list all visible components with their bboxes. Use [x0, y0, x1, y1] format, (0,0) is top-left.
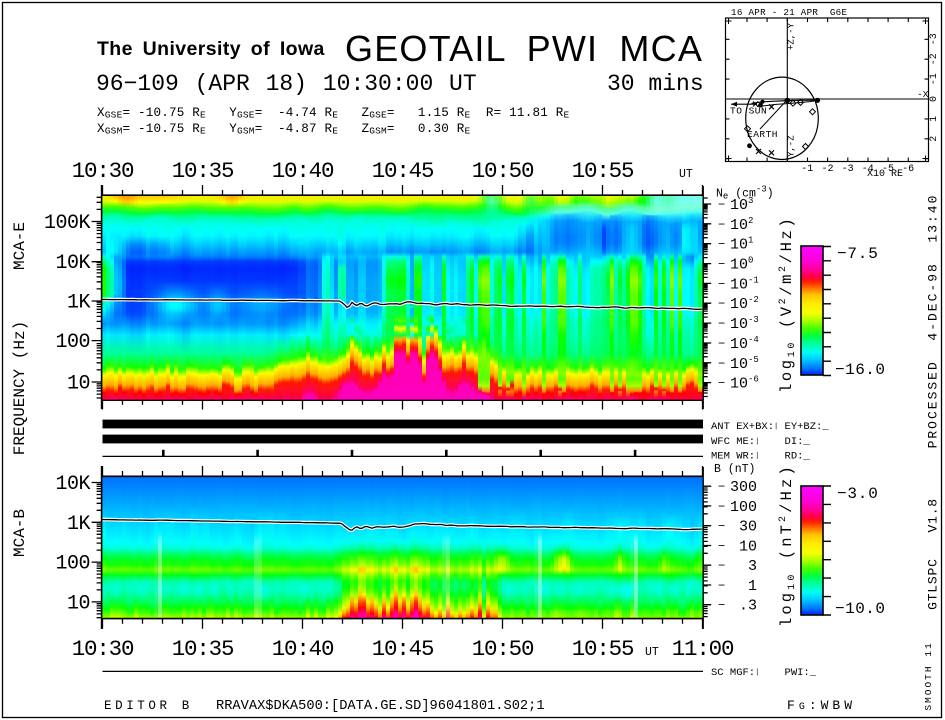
svg-text:96−109 (APR 18) 10:30:00 UT: 96−109 (APR 18) 10:30:00 UT	[96, 71, 477, 97]
svg-text:X10 RE: X10 RE	[867, 169, 903, 180]
svg-text:300: 300	[730, 479, 757, 496]
svg-text:B (nT): B (nT)	[714, 463, 755, 476]
svg-text:103: 103	[730, 196, 753, 214]
svg-text:−: −	[718, 357, 725, 371]
svg-text:-1: -1	[929, 73, 940, 85]
svg-text:10:55: 10:55	[572, 158, 634, 184]
svg-text:MEM WR:| RD:_: MEM WR:| RD:_	[711, 451, 810, 463]
svg-text:.3: .3	[739, 598, 757, 615]
svg-text:XGSE​= -10.75 RE​ YGSE​= -4: XGSE​= -10.75 RE​ YGSE​= -4.74 RE​ ZGSE​…	[97, 106, 569, 121]
svg-text:−: −	[718, 277, 725, 291]
svg-text:16 APR - 21 APR G6E: 16 APR - 21 APR G6E	[731, 7, 847, 18]
svg-text:XGSM​= -10.75 RE​ YGSM​= -4: XGSM​= -10.75 RE​ YGSM​= -4.87 RE​ ZGSM​…	[97, 122, 470, 137]
svg-text:10:40: 10:40	[272, 158, 334, 184]
svg-text:−: −	[718, 500, 725, 514]
svg-text:EDITOR B: EDITOR B	[104, 699, 193, 713]
svg-text:10:30: 10:30	[72, 636, 134, 662]
svg-text:−: −	[718, 520, 725, 534]
svg-text:−: −	[718, 258, 725, 272]
svg-text:TO SUN: TO SUN	[730, 106, 767, 117]
svg-text:MCA-E: MCA-E	[11, 222, 29, 270]
svg-text:10:40: 10:40	[272, 636, 334, 662]
svg-text:10:55: 10:55	[572, 636, 634, 662]
svg-text:10:35: 10:35	[172, 158, 234, 184]
svg-text:-3: -3	[842, 164, 854, 175]
svg-text:10: 10	[67, 592, 90, 615]
svg-text:100: 100	[55, 553, 90, 576]
svg-text:-6: -6	[902, 164, 914, 175]
svg-text:SMOOTH 11: SMOOTH 11	[923, 641, 934, 710]
svg-text:30 mins: 30 mins	[607, 71, 704, 97]
svg-text:-5: -5	[882, 164, 894, 175]
svg-text:ANT EX+BX:| EY+BZ:_: ANT EX+BX:| EY+BZ:_	[711, 421, 829, 433]
svg-text:102: 102	[730, 216, 753, 234]
svg-text:-3: -3	[929, 33, 940, 45]
svg-text:−16.0: −16.0	[835, 361, 886, 379]
svg-text:GEOTAIL PWI MCA: GEOTAIL PWI MCA	[345, 28, 703, 69]
svg-text:10:45: 10:45	[372, 636, 434, 662]
svg-text:GTLSPC V1.8: GTLSPC V1.8	[926, 498, 941, 610]
svg-text:10:35: 10:35	[172, 636, 234, 662]
svg-text:MCA-B: MCA-B	[11, 509, 29, 557]
svg-text:10K: 10K	[55, 252, 90, 275]
svg-text:10:50: 10:50	[472, 158, 534, 184]
svg-text:EARTH: EARTH	[747, 129, 778, 140]
svg-text:11:00: 11:00	[672, 636, 734, 662]
svg-text:log10​ (nT2​/Hz): log10​ (nT2​/Hz)	[778, 463, 798, 627]
svg-text:101: 101	[730, 236, 753, 254]
svg-text:SC MGF:| PWI:_: SC MGF:| PWI:_	[711, 667, 817, 679]
svg-text:100: 100	[55, 331, 90, 354]
svg-text:The University of Iowa: The University of Iowa	[97, 38, 325, 60]
svg-text:1K: 1K	[67, 513, 91, 536]
svg-text:−: −	[718, 198, 725, 212]
svg-text:UT: UT	[645, 646, 659, 659]
svg-text:10: 10	[739, 539, 757, 556]
svg-text:−: −	[718, 480, 725, 494]
svg-text:−10.0: −10.0	[835, 600, 886, 618]
svg-text:1: 1	[929, 116, 940, 122]
svg-text:−3.0: −3.0	[837, 485, 879, 503]
svg-text:−: −	[718, 540, 725, 554]
svg-text:−: −	[718, 599, 725, 613]
svg-text:FG:WBW: FG:WBW	[787, 698, 856, 713]
svg-text:PROCESSED 4-DEC-98 13:40: PROCESSED 4-DEC-98 13:40	[926, 194, 941, 449]
svg-text:3: 3	[748, 558, 757, 575]
svg-text:1K: 1K	[67, 292, 91, 315]
svg-text:−: −	[718, 238, 725, 252]
svg-text:−: −	[718, 579, 725, 593]
svg-text:10K: 10K	[55, 473, 90, 496]
svg-text:Y,-Z: Y,-Z	[787, 135, 797, 157]
svg-text:-X: -X	[917, 89, 929, 100]
svg-text:100K: 100K	[44, 212, 91, 235]
svg-text:−: −	[718, 218, 725, 232]
svg-text:−7.5: −7.5	[837, 245, 879, 263]
svg-text:2: 2	[929, 136, 940, 142]
svg-text:-2: -2	[929, 53, 940, 65]
svg-text:100: 100	[730, 256, 753, 274]
svg-text:RRAVAX$DKA500:[DATA.GE.SD]9604: RRAVAX$DKA500:[DATA.GE.SD]96041801.S02;1	[216, 699, 545, 714]
svg-text:FREQUENCY (Hz): FREQUENCY (Hz)	[11, 321, 29, 455]
svg-text:−: −	[718, 297, 725, 311]
svg-text:1: 1	[748, 578, 757, 595]
svg-text:30: 30	[739, 519, 757, 536]
svg-text:-2: -2	[821, 164, 833, 175]
svg-text:10:50: 10:50	[472, 636, 534, 662]
svg-text:−: −	[718, 337, 725, 351]
svg-text:UT: UT	[679, 168, 693, 181]
svg-text:10:45: 10:45	[372, 158, 434, 184]
svg-text:-1: -1	[801, 164, 813, 175]
svg-text:-4: -4	[862, 164, 874, 175]
svg-text:10: 10	[67, 373, 90, 396]
svg-text:WFC ME:| DI:_: WFC ME:| DI:_	[711, 436, 810, 448]
svg-text:+Z,-Y: +Z,-Y	[787, 22, 797, 50]
svg-text:−: −	[718, 317, 725, 331]
svg-text:−: −	[718, 377, 725, 391]
svg-text:100: 100	[730, 499, 757, 516]
svg-text:0: 0	[929, 96, 940, 102]
svg-text:−: −	[718, 559, 725, 573]
svg-text:10:30: 10:30	[72, 158, 134, 184]
